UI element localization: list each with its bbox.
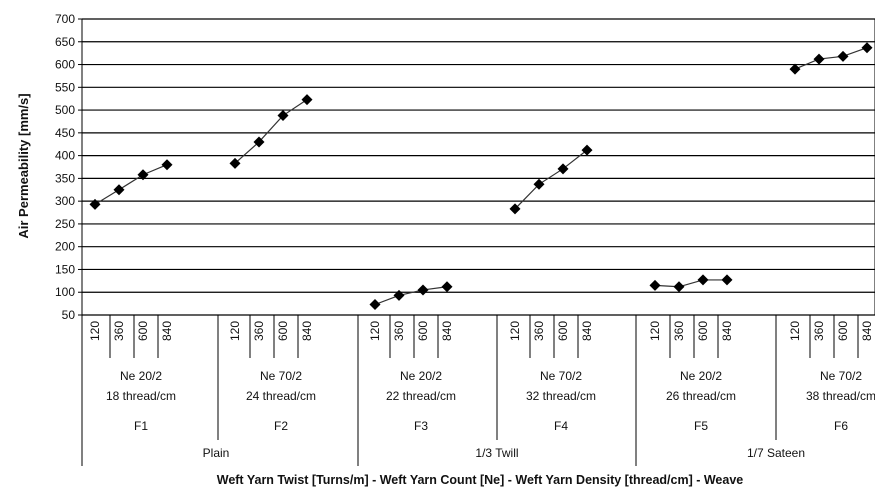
data-point-F6-120 bbox=[789, 63, 801, 75]
plot-frame bbox=[81, 18, 875, 316]
x-tick-label-twist: 840 bbox=[580, 321, 594, 341]
y-tick-label: 150 bbox=[55, 262, 75, 276]
series-layer bbox=[89, 42, 873, 311]
yarn-count-label: Ne 20/2 bbox=[400, 369, 442, 383]
data-point-F1-360 bbox=[113, 184, 125, 196]
data-point-F2-600 bbox=[277, 110, 289, 122]
fabric-code-label: F5 bbox=[694, 419, 708, 433]
x-tick-label-twist: 360 bbox=[532, 321, 546, 341]
data-point-F3-120 bbox=[369, 299, 381, 311]
x-tick-label-twist: 840 bbox=[160, 321, 174, 341]
x-tick-label-twist: 600 bbox=[416, 321, 430, 341]
y-tick-label: 100 bbox=[55, 285, 75, 299]
x-tick-label-twist: 600 bbox=[136, 321, 150, 341]
x-axis-label: Weft Yarn Twist [Turns/m] - Weft Yarn Co… bbox=[217, 473, 744, 487]
x-axis-category-table: 120 360 600 840 120 360 600 840 120 360 600 840 120 3… bbox=[81, 315, 875, 466]
yarn-density-label: 24 thread/cm bbox=[246, 389, 316, 403]
x-tick-label-twist: 840 bbox=[300, 321, 314, 341]
x-tick-label-twist: 600 bbox=[556, 321, 570, 341]
x-tick-label-twist: 120 bbox=[788, 321, 802, 341]
data-point-F5-840 bbox=[721, 274, 733, 286]
series-line-F4 bbox=[514, 149, 588, 210]
grid-lines bbox=[82, 18, 875, 316]
data-point-F5-360 bbox=[673, 281, 685, 293]
fabric-code-label: F2 bbox=[274, 419, 288, 433]
fabric-code-label: F1 bbox=[134, 419, 148, 433]
yarn-count-label: Ne 70/2 bbox=[260, 369, 302, 383]
y-tick-label: 200 bbox=[55, 240, 75, 254]
series-line-F6 bbox=[794, 47, 868, 70]
data-point-F3-600 bbox=[417, 284, 429, 296]
y-tick-label: 250 bbox=[55, 217, 75, 231]
data-point-F1-600 bbox=[137, 169, 149, 181]
x-tick-label-twist: 360 bbox=[812, 321, 826, 341]
fabric-code-label: F3 bbox=[414, 419, 428, 433]
data-point-F1-840 bbox=[161, 159, 173, 171]
data-point-F1-120 bbox=[89, 198, 101, 210]
x-tick-label-twist: 360 bbox=[112, 321, 126, 341]
yarn-density-label: 26 thread/cm bbox=[666, 389, 736, 403]
x-tick-label-twist: 360 bbox=[672, 321, 686, 341]
yarn-density-label: 18 thread/cm bbox=[106, 389, 176, 403]
weave-label: Plain bbox=[203, 446, 230, 460]
x-tick-label-twist: 360 bbox=[252, 321, 266, 341]
y-tick-label: 400 bbox=[55, 149, 75, 163]
data-point-F3-840 bbox=[441, 281, 453, 293]
x-tick-label-twist: 120 bbox=[648, 321, 662, 341]
series-line-F5 bbox=[654, 279, 727, 288]
x-tick-label-twist: 600 bbox=[836, 321, 850, 341]
x-tick-label-twist: 120 bbox=[368, 321, 382, 341]
data-point-F6-840 bbox=[861, 42, 873, 54]
x-tick-label-twist: 840 bbox=[860, 321, 874, 341]
data-point-F4-600 bbox=[557, 163, 569, 175]
data-point-F5-120 bbox=[649, 279, 661, 291]
yarn-count-label: Ne 70/2 bbox=[540, 369, 582, 383]
x-tick-label-twist: 360 bbox=[392, 321, 406, 341]
data-point-F2-120 bbox=[229, 157, 241, 169]
data-point-F3-360 bbox=[393, 289, 405, 301]
yarn-density-label: 38 thread/cm bbox=[806, 389, 875, 403]
series-line-F3 bbox=[374, 286, 448, 306]
fabric-code-label: F6 bbox=[834, 419, 848, 433]
data-point-F2-840 bbox=[301, 94, 313, 106]
data-point-F5-600 bbox=[697, 274, 709, 286]
series-line-F1 bbox=[94, 164, 168, 205]
data-point-F4-360 bbox=[533, 178, 545, 190]
y-tick-label: 350 bbox=[55, 171, 75, 185]
x-tick-label-twist: 600 bbox=[696, 321, 710, 341]
x-tick-label-twist: 120 bbox=[228, 321, 242, 341]
y-tick-label: 600 bbox=[55, 58, 75, 72]
data-point-F4-120 bbox=[509, 203, 521, 215]
yarn-count-label: Ne 70/2 bbox=[820, 369, 862, 383]
data-point-F6-360 bbox=[813, 53, 825, 65]
plot-area bbox=[81, 18, 875, 316]
x-tick-label-twist: 120 bbox=[508, 321, 522, 341]
series-line-F2 bbox=[234, 99, 308, 164]
yarn-density-label: 22 thread/cm bbox=[386, 389, 456, 403]
x-tick-label-twist: 840 bbox=[720, 321, 734, 341]
x-tick-label-twist: 120 bbox=[88, 321, 102, 341]
y-tick-label: 650 bbox=[55, 35, 75, 49]
y-tick-label: 550 bbox=[55, 80, 75, 94]
yarn-count-label: Ne 20/2 bbox=[120, 369, 162, 383]
data-point-F6-600 bbox=[837, 50, 849, 62]
x-tick-label-twist: 840 bbox=[440, 321, 454, 341]
y-axis-ticks: 50 100 150 200 250 300 350 400 450 500 550 600 650 70… bbox=[55, 12, 82, 322]
data-point-F4-840 bbox=[581, 144, 593, 156]
y-tick-label: 300 bbox=[55, 194, 75, 208]
yarn-density-label: 32 thread/cm bbox=[526, 389, 596, 403]
y-axis-label: Air Permeability [mm/s] bbox=[16, 93, 31, 238]
y-tick-label: 700 bbox=[55, 12, 75, 26]
y-tick-label: 50 bbox=[62, 308, 76, 322]
y-tick-label: 450 bbox=[55, 126, 75, 140]
fabric-code-label: F4 bbox=[554, 419, 568, 433]
x-tick-label-twist: 600 bbox=[276, 321, 290, 341]
data-point-F2-360 bbox=[253, 136, 265, 148]
weave-label: 1/7 Sateen bbox=[747, 446, 805, 460]
yarn-count-label: Ne 20/2 bbox=[680, 369, 722, 383]
weave-label: 1/3 Twill bbox=[475, 446, 518, 460]
y-tick-label: 500 bbox=[55, 103, 75, 117]
